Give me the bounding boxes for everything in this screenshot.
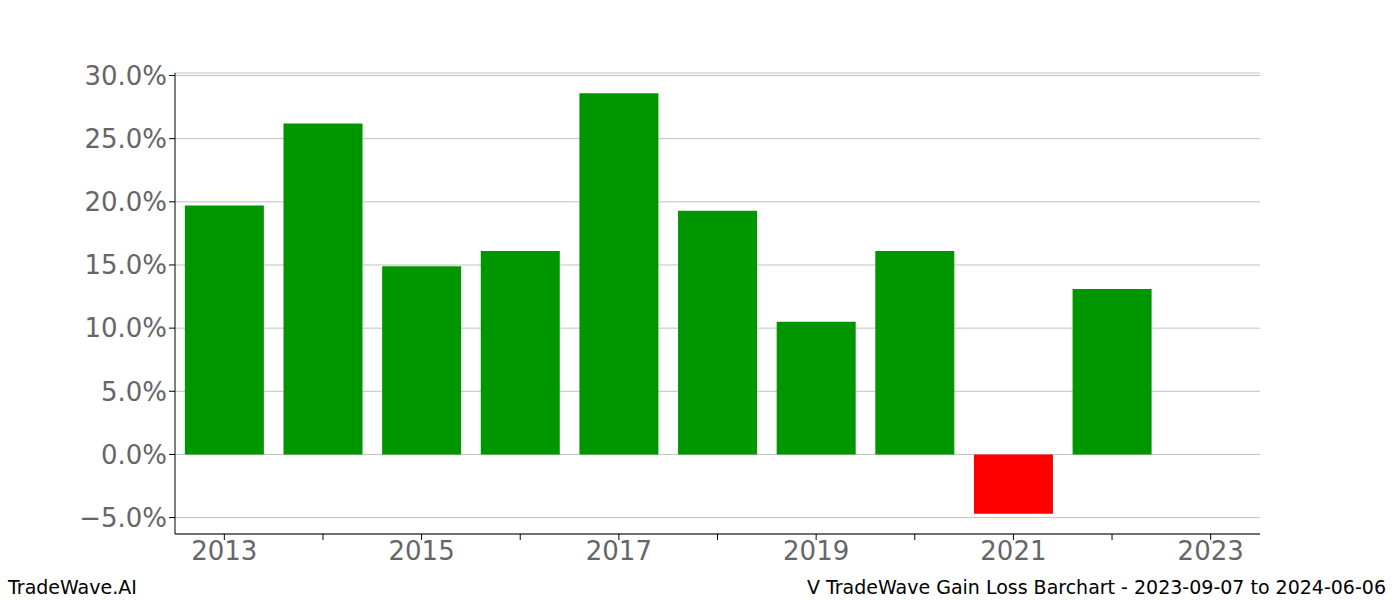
svg-text:2021: 2021 [980,536,1046,566]
svg-text:2015: 2015 [389,536,455,566]
svg-text:15.0%: 15.0% [84,250,167,280]
html-text:V TradeWave Gain Loss Barchart: V TradeWave Gain Loss Barchart - 2023-09… [806,576,1386,598]
svg-text:30.0%: 30.0% [84,61,167,91]
svg-text:25.0%: 25.0% [84,124,167,154]
svg-text:2019: 2019 [783,536,849,566]
svg-text:2013: 2013 [191,536,257,566]
svg-text:20.0%: 20.0% [84,187,167,217]
svg-text:2023: 2023 [1178,536,1244,566]
svg-text:10.0%: 10.0% [84,313,167,343]
svg-text:2017: 2017 [586,536,652,566]
svg-text:−5.0%: −5.0% [79,503,167,533]
html-text:TradeWave.AI: TradeWave.AI [8,576,137,598]
svg-text:5.0%: 5.0% [101,377,167,407]
svg-text:0.0%: 0.0% [101,440,167,470]
